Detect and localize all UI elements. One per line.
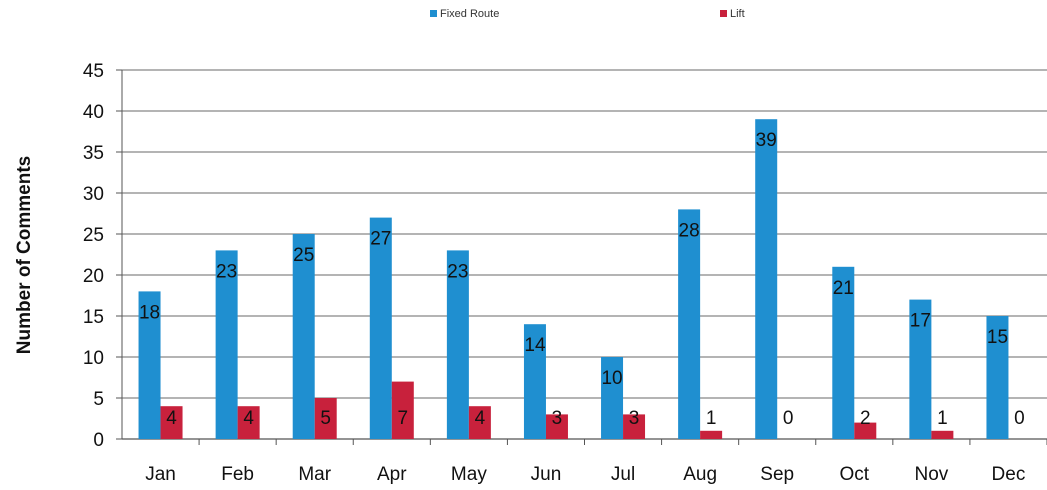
y-axis-label: Number of Comments (14, 156, 35, 354)
x-axis-categories: Jan Feb Mar Apr May Jun Jul Aug Sep Oct Nov Dec (145, 464, 1025, 485)
x-category-label-jun: Jun (531, 464, 562, 485)
data-label-fixed-route-feb: 23 (216, 261, 237, 282)
x-category-label-aug: Aug (683, 464, 717, 485)
y-tick-label: 25 (83, 225, 104, 246)
data-label-fixed-route-mar: 25 (293, 245, 314, 266)
data-label-lift-nov: 1 (937, 408, 948, 429)
y-tick-label: 10 (83, 348, 104, 369)
data-label-fixed-route-oct: 21 (833, 278, 854, 299)
data-label-lift-jan: 4 (166, 408, 177, 429)
bar-lift-jan (160, 406, 183, 439)
x-category-label-mar: Mar (298, 464, 331, 485)
y-tick-label: 15 (83, 307, 104, 328)
x-category-label-sep: Sep (760, 464, 794, 485)
x-category-label-dec: Dec (992, 464, 1026, 485)
bar-lift-nov (931, 430, 954, 439)
bar-lift-oct (854, 422, 877, 439)
gridlines (116, 69, 1047, 445)
bar-fixed-route-jan (138, 291, 161, 439)
x-category-label-oct: Oct (840, 464, 870, 485)
data-label-fixed-route-jul: 10 (601, 368, 622, 389)
bar-fixed-route-jun (523, 324, 546, 439)
bars (138, 119, 1009, 439)
legend-label-lift: Lift (730, 8, 745, 20)
y-tick-label: 40 (83, 102, 104, 123)
data-label-fixed-route-aug: 28 (679, 220, 700, 241)
data-label-fixed-route-may: 23 (447, 261, 468, 282)
legend-swatch-lift (720, 10, 727, 17)
data-label-lift-feb: 4 (243, 408, 254, 429)
bar-fixed-route-jul (601, 357, 624, 439)
bar-lift-aug (700, 430, 723, 439)
data-label-fixed-route-apr: 27 (370, 229, 391, 250)
bar-fixed-route-nov (909, 299, 932, 439)
data-label-lift-oct: 2 (860, 408, 871, 429)
data-label-lift-may: 4 (475, 408, 486, 429)
data-label-fixed-route-jun: 14 (524, 335, 546, 356)
bar-fixed-route-aug (678, 209, 701, 439)
y-tick-label: 0 (93, 430, 104, 451)
x-category-label-apr: Apr (377, 464, 407, 485)
y-tick-label: 30 (83, 184, 104, 205)
x-category-label-jan: Jan (145, 464, 176, 485)
data-label-lift-jul: 3 (629, 408, 640, 429)
bar-lift-jul (623, 414, 646, 439)
data-label-lift-mar: 5 (320, 408, 331, 429)
y-axis-ticks: 0 5 10 15 20 25 30 35 40 45 (83, 61, 104, 451)
bar-fixed-route-dec (986, 316, 1009, 439)
bar-lift-may (468, 406, 491, 439)
y-tick-label: 45 (83, 61, 104, 82)
bar-lift-apr (391, 381, 414, 439)
bar-lift-mar (314, 398, 337, 439)
legend: Fixed Route Lift (430, 8, 745, 20)
data-label-lift-apr: 7 (398, 408, 409, 429)
data-label-fixed-route-jan: 18 (139, 302, 160, 323)
data-label-lift-jun: 3 (552, 408, 563, 429)
data-label-fixed-route-dec: 15 (987, 327, 1008, 348)
bar-fixed-route-sep (755, 119, 778, 439)
bar-fixed-route-may (446, 250, 469, 439)
data-label-lift-aug: 1 (706, 408, 717, 429)
x-category-label-jul: Jul (611, 464, 635, 485)
data-labels: 18 4 23 4 25 5 27 7 23 4 14 3 10 3 28 1 39 0 21 2 17 1 15 0 (139, 130, 1025, 429)
data-label-fixed-route-nov: 17 (910, 311, 931, 332)
x-category-label-feb: Feb (221, 464, 254, 485)
bar-fixed-route-apr (369, 217, 392, 439)
y-tick-label: 20 (83, 266, 104, 287)
data-label-fixed-route-sep: 39 (756, 130, 777, 151)
bar-lift-feb (237, 406, 260, 439)
bar-fixed-route-mar (292, 234, 315, 439)
bar-fixed-route-oct (832, 266, 855, 439)
data-label-lift-dec: 0 (1014, 408, 1025, 429)
y-tick-label: 5 (93, 389, 104, 410)
y-tick-label: 35 (83, 143, 104, 164)
legend-label-fixed-route: Fixed Route (440, 8, 499, 20)
bar-fixed-route-feb (215, 250, 238, 439)
legend-swatch-fixed-route (430, 10, 437, 17)
data-label-lift-sep: 0 (783, 408, 794, 429)
bar-lift-jun (545, 414, 568, 439)
x-category-label-nov: Nov (914, 464, 948, 485)
x-category-label-may: May (451, 464, 487, 485)
